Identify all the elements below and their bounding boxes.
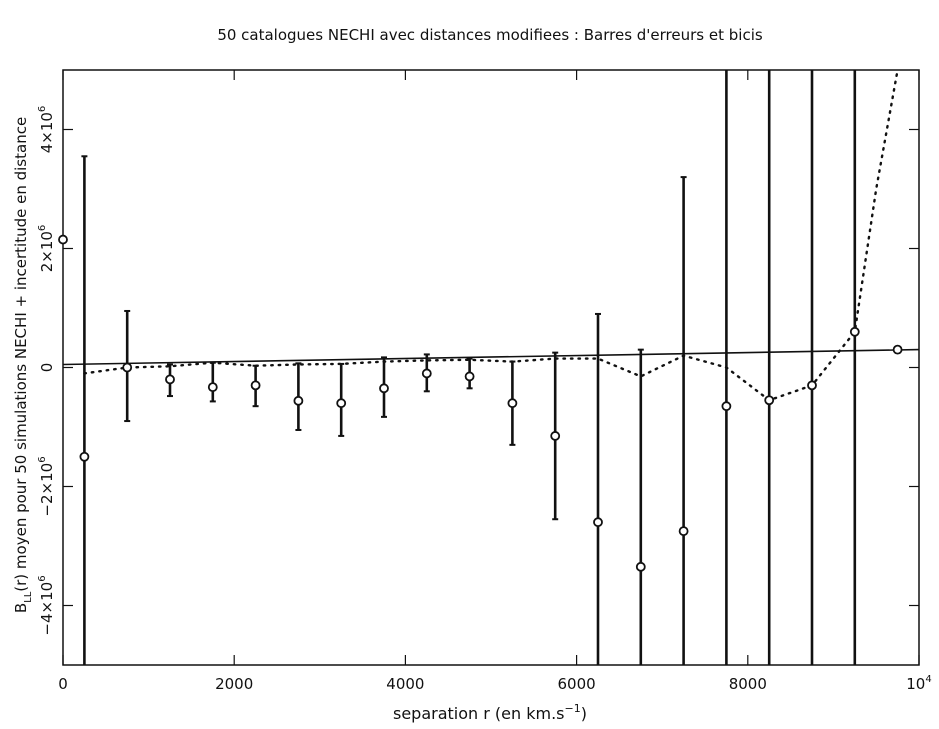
data-point (892, 344, 903, 355)
x-axis-label-exponent: −1 (565, 702, 581, 715)
y-axis-ticks: −4×106 −2×106 0 2×106 4×106 (37, 106, 919, 636)
data-point (421, 368, 432, 379)
lines-layer (62, 68, 920, 402)
data-point (678, 526, 689, 537)
x-axis-label: separation r (en km.s−1) (393, 702, 587, 723)
dotted-curve (83, 68, 899, 402)
data-point (593, 517, 603, 528)
data-point (79, 451, 90, 462)
data-point (379, 383, 389, 394)
error-bars (81, 70, 857, 665)
data-point (764, 395, 775, 406)
x-tick-label: 2000 (215, 675, 253, 693)
reference-line (62, 348, 920, 366)
plot-frame (62, 69, 920, 666)
data-point (207, 382, 218, 393)
data-point (807, 380, 817, 391)
y-axis-label: BLL(r) moyen pour 50 simulations NECHI +… (12, 117, 34, 613)
y-tick-label: −2×106 (37, 456, 56, 516)
x-axis-label-end: ) (581, 704, 587, 723)
x-axis-ticks: 0 2000 4000 6000 8000 104 (58, 70, 932, 693)
data-point (721, 401, 732, 412)
y-tick-label: 2×106 (37, 225, 56, 273)
x-tick-label: 104 (906, 674, 931, 693)
data-point (635, 561, 646, 572)
data-point (250, 380, 261, 391)
x-tick-label: 0 (58, 675, 68, 693)
data-point (122, 362, 133, 373)
data-point (507, 398, 518, 409)
data-markers (58, 234, 903, 572)
data-point (165, 374, 175, 385)
y-tick-label: 4×106 (37, 106, 56, 154)
data-point (336, 398, 347, 409)
data-point (550, 431, 561, 441)
data-point (293, 395, 304, 406)
x-tick-label: 4000 (386, 675, 424, 693)
y-tick-label: −4×106 (37, 575, 56, 635)
data-point (464, 371, 475, 382)
y-axis-label-subscript: LL (23, 591, 34, 603)
data-point (849, 326, 860, 337)
x-tick-label: 8000 (729, 675, 767, 693)
y-axis-label-main: B (12, 603, 30, 613)
x-tick-label: 6000 (558, 675, 596, 693)
y-axis-label-rest: (r) moyen pour 50 simulations NECHI + in… (12, 117, 30, 592)
y-tick-label: 0 (38, 363, 56, 373)
chart-title: 50 catalogues NECHI avec distances modif… (217, 26, 763, 44)
data-point (58, 234, 68, 245)
x-axis-label-main: separation r (en km.s (393, 704, 565, 723)
